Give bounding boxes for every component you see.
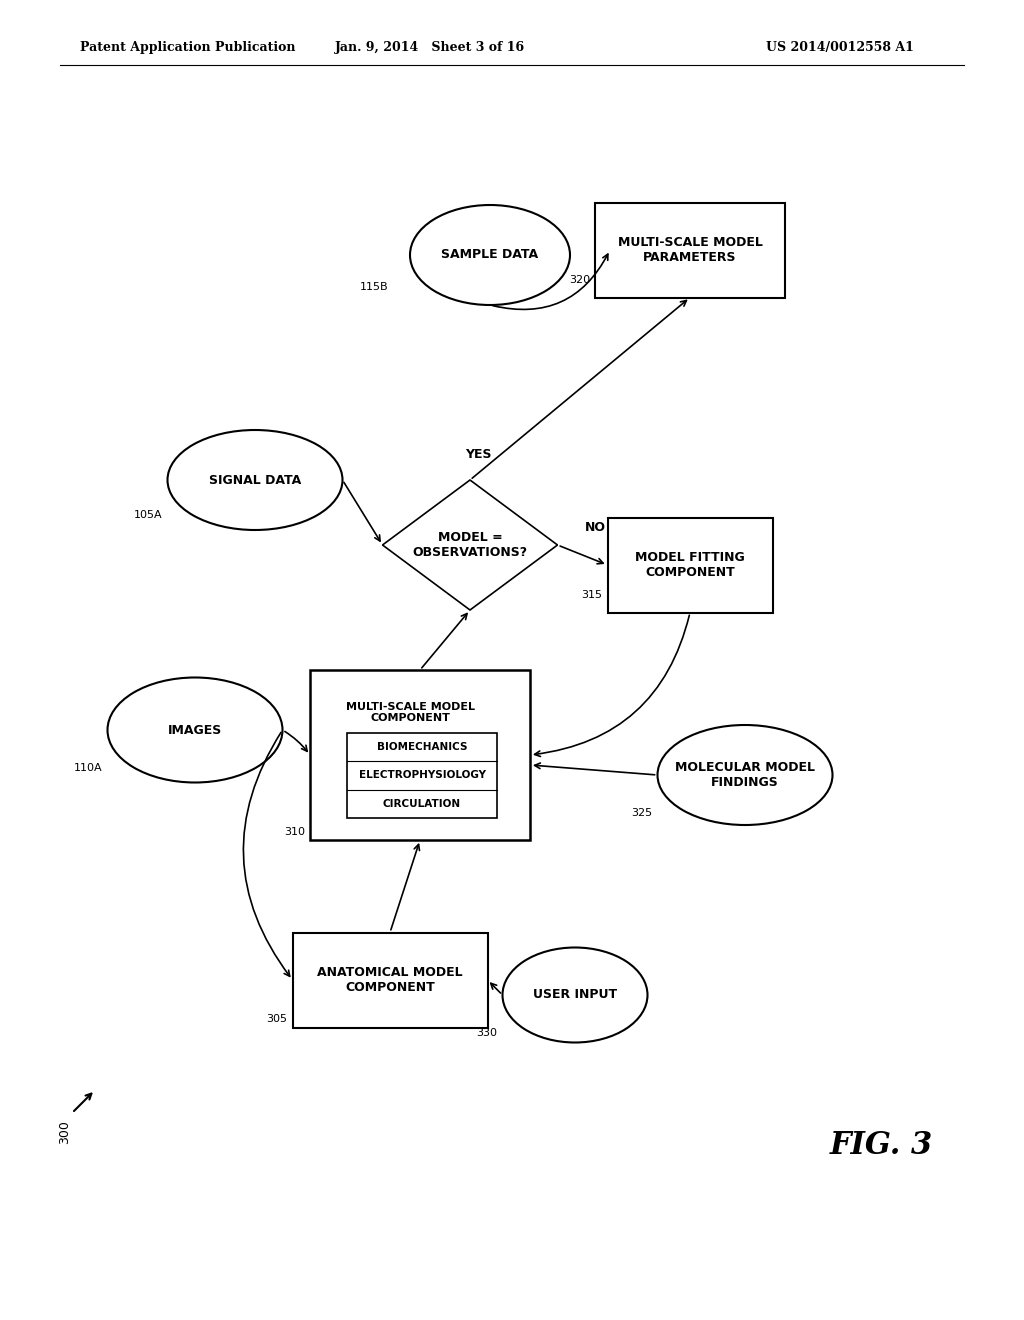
Text: 105A: 105A (134, 510, 163, 520)
Text: 330: 330 (476, 1028, 498, 1038)
Bar (595, 202, 785, 297)
Text: 305: 305 (266, 1015, 288, 1024)
Text: 310: 310 (284, 828, 305, 837)
Text: MULTI-SCALE MODEL
COMPONENT: MULTI-SCALE MODEL COMPONENT (345, 702, 474, 723)
Text: SIGNAL DATA: SIGNAL DATA (209, 474, 301, 487)
Text: Patent Application Publication: Patent Application Publication (80, 41, 296, 54)
Bar (607, 517, 772, 612)
Text: MOLECULAR MODEL
FINDINGS: MOLECULAR MODEL FINDINGS (675, 762, 815, 789)
Text: IMAGES: IMAGES (168, 723, 222, 737)
Text: 300: 300 (58, 1119, 72, 1144)
Text: MODEL =
OBSERVATIONS?: MODEL = OBSERVATIONS? (413, 531, 527, 558)
Text: MODEL FITTING
COMPONENT: MODEL FITTING COMPONENT (635, 550, 744, 579)
Text: Jan. 9, 2014   Sheet 3 of 16: Jan. 9, 2014 Sheet 3 of 16 (335, 41, 525, 54)
Text: FIG. 3: FIG. 3 (830, 1130, 933, 1160)
Text: YES: YES (465, 447, 492, 461)
Text: 325: 325 (632, 808, 652, 818)
Bar (310, 671, 530, 840)
Text: 320: 320 (569, 275, 590, 285)
Text: USER INPUT: USER INPUT (532, 989, 617, 1002)
Text: 115B: 115B (359, 282, 388, 292)
Text: CIRCULATION: CIRCULATION (383, 799, 461, 809)
Text: 315: 315 (582, 590, 602, 601)
Bar (347, 733, 497, 818)
Text: NO: NO (585, 521, 606, 535)
Text: US 2014/0012558 A1: US 2014/0012558 A1 (766, 41, 914, 54)
Text: BIOMECHANICS: BIOMECHANICS (377, 742, 467, 752)
Text: ELECTROPHYSIOLOGY: ELECTROPHYSIOLOGY (358, 771, 485, 780)
Text: 110A: 110A (74, 763, 102, 774)
Text: ANATOMICAL MODEL
COMPONENT: ANATOMICAL MODEL COMPONENT (317, 966, 463, 994)
Text: SAMPLE DATA: SAMPLE DATA (441, 248, 539, 261)
Text: MULTI-SCALE MODEL
PARAMETERS: MULTI-SCALE MODEL PARAMETERS (617, 236, 763, 264)
Bar (293, 932, 487, 1027)
